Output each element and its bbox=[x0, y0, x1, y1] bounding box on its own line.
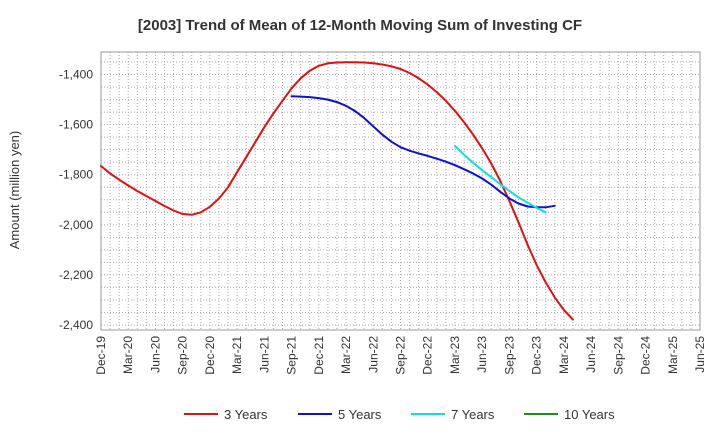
x-tick-label: Jun-23 bbox=[475, 336, 489, 373]
x-tick-label: Jun-21 bbox=[257, 336, 271, 373]
y-tick-label: -1,800 bbox=[59, 168, 93, 182]
x-tick-label: Dec-20 bbox=[203, 336, 217, 375]
series-lines bbox=[100, 61, 574, 321]
x-tick-label: Mar-22 bbox=[339, 336, 353, 374]
x-tick-label: Mar-25 bbox=[666, 336, 680, 374]
x-tick-label: Dec-23 bbox=[530, 336, 544, 375]
x-tick-label: Dec-24 bbox=[639, 336, 653, 375]
x-tick-label: Jun-20 bbox=[148, 336, 162, 373]
legend-label-5-years: 5 Years bbox=[338, 407, 382, 422]
y-axis-label: Amount (million yen) bbox=[7, 131, 22, 250]
plot-frame bbox=[100, 51, 701, 331]
x-tick-label: Mar-21 bbox=[230, 336, 244, 374]
series-line-7-years bbox=[454, 144, 547, 214]
x-tick-label: Mar-23 bbox=[448, 336, 462, 374]
x-tick-label: Sep-20 bbox=[176, 336, 190, 375]
x-tick-label: Jun-25 bbox=[693, 336, 707, 373]
y-tick-label: -1,600 bbox=[59, 118, 93, 132]
grid bbox=[101, 52, 700, 330]
chart-title: [2003] Trend of Mean of 12-Month Moving … bbox=[138, 17, 582, 34]
legend: 3 Years 5 Years 7 Years 10 Years bbox=[184, 407, 615, 422]
legend-label-7-years: 7 Years bbox=[451, 407, 495, 422]
series-line-5-years bbox=[290, 95, 556, 209]
x-tick-label: Sep-22 bbox=[394, 336, 408, 375]
y-tick-label: -2,200 bbox=[59, 268, 93, 282]
x-tick-label: Mar-24 bbox=[557, 336, 571, 374]
x-tick-label: Sep-21 bbox=[285, 336, 299, 375]
y-tick-label: -1,400 bbox=[59, 68, 93, 82]
x-tick-label: Mar-20 bbox=[121, 336, 135, 374]
y-axis-ticks: -1,400 -1,600 -1,800 -2,000 -2,200 -2,400 bbox=[59, 68, 93, 332]
x-tick-label: Jun-24 bbox=[584, 336, 598, 373]
legend-label-3-years: 3 Years bbox=[224, 407, 268, 422]
y-tick-label: -2,400 bbox=[59, 318, 93, 332]
x-tick-label: Jun-22 bbox=[366, 336, 380, 373]
x-tick-label: Sep-23 bbox=[502, 336, 516, 375]
x-tick-label: Sep-24 bbox=[611, 336, 625, 375]
legend-label-10-years: 10 Years bbox=[564, 407, 615, 422]
y-tick-label: -2,000 bbox=[59, 218, 93, 232]
x-tick-label: Dec-21 bbox=[312, 336, 326, 375]
x-tick-label: Dec-19 bbox=[94, 336, 108, 375]
series-line-3-years bbox=[100, 61, 574, 321]
x-tick-label: Dec-22 bbox=[421, 336, 435, 375]
x-axis-ticks: Dec-19 Mar-20 Jun-20 Sep-20 Dec-20 Mar-21 Jun-… bbox=[94, 336, 707, 375]
